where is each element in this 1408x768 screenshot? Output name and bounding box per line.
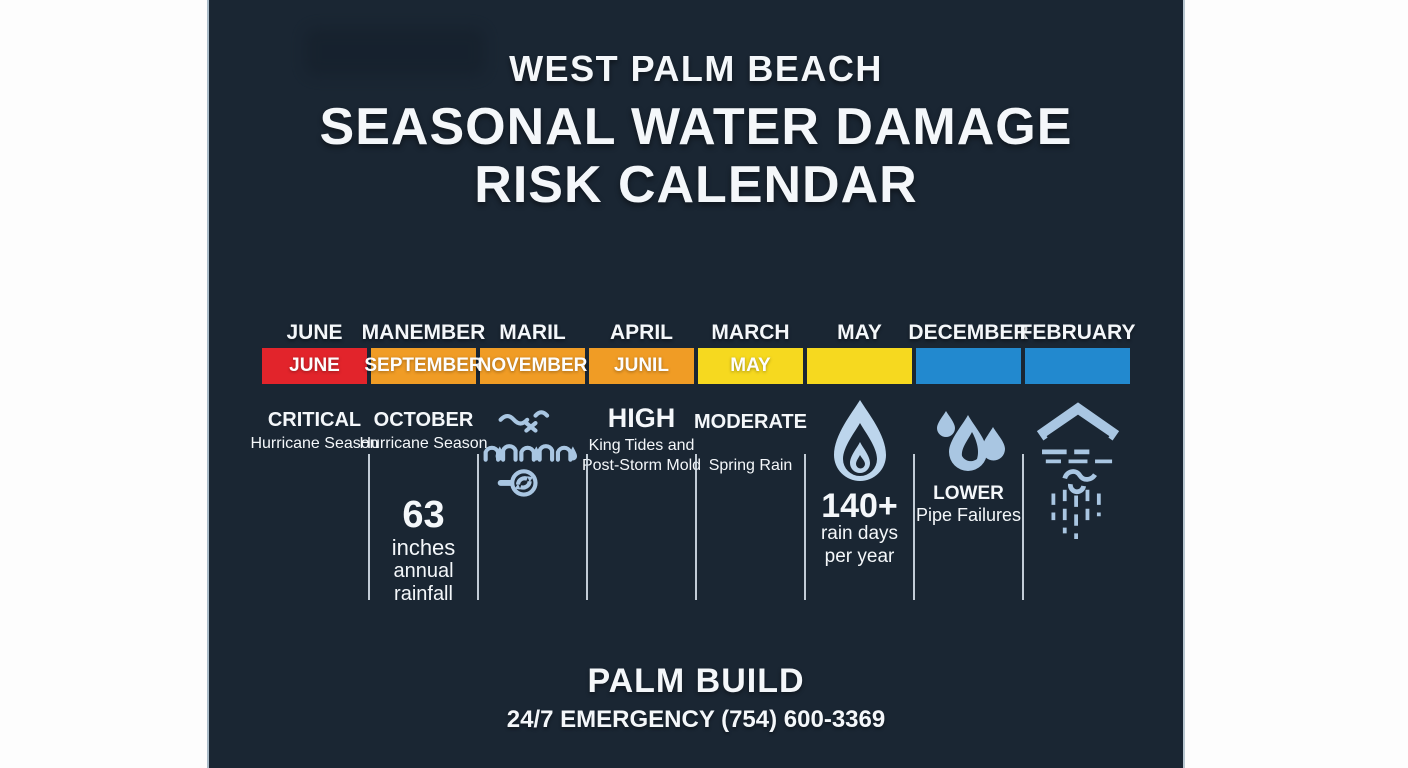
column-divider <box>913 454 915 600</box>
column-divider <box>804 454 806 600</box>
column-may-content: 140+ rain days per year <box>805 395 914 606</box>
water-drop-icon <box>833 400 886 481</box>
stat-value: 140+ <box>821 487 898 525</box>
risk-level-label: OCTOBER <box>373 409 474 431</box>
risk-desc: Hurricane Season <box>359 435 488 452</box>
title-main-line2: RISK CALENDAR <box>474 156 918 215</box>
risk-level-label: MODERATE <box>694 411 807 433</box>
month-header: MANEMBER <box>361 321 486 344</box>
column-divider <box>368 454 370 600</box>
stat-value: 63 <box>402 494 445 536</box>
column-content-row: CRITICAL Hurricane Season OCTOBER Hurric… <box>250 395 1132 605</box>
title-main-line1: SEASONAL WATER DAMAGE <box>319 98 1073 156</box>
risk-desc: Hurricane Season <box>250 435 379 452</box>
risk-bar: JUNIL <box>589 348 694 384</box>
risk-desc-line: Post-Storm Mold <box>581 457 702 474</box>
column-september-content: OCTOBER Hurricane Season 63 inches annua… <box>359 395 487 606</box>
title-location: WEST PALM BEACH <box>509 48 883 89</box>
stat-line: rainfall <box>394 582 453 605</box>
month-header: JUNE <box>286 321 343 344</box>
emergency-phone: 24/7 EMERGENCY (754) 600-3369 <box>506 706 886 733</box>
column-june-content: CRITICAL Hurricane Season <box>250 395 378 606</box>
month-header-row: JUNE MANEMBER MARIL APRIL MARCH MAY DECE… <box>260 318 1136 348</box>
risk-bar: SEPTEMBER <box>364 348 483 384</box>
month-header: DECEMBER <box>908 321 1029 344</box>
column-march-content: MODERATE Spring Rain <box>694 395 807 606</box>
stat-line: annual <box>393 559 454 582</box>
column-divider <box>695 454 697 600</box>
infographic-panel: WEST PALM BEACH SEASONAL WATER DAMAGE RI… <box>209 0 1183 768</box>
background-smudge <box>305 28 485 76</box>
risk-bar <box>807 348 912 384</box>
column-divider <box>477 454 479 600</box>
stat-line: per year <box>824 545 895 567</box>
column-april-content: HIGH King Tides and Post-Storm Mold <box>582 395 701 606</box>
column-november-content <box>478 395 587 606</box>
column-december-content: LOWER Pipe Failures <box>914 395 1023 606</box>
rainfall-stat: 63 inches annual rainfall <box>369 494 478 606</box>
risk-bar-row: JUNE SEPTEMBER NOVEMBER JUNIL MAY <box>260 348 1132 384</box>
month-header: MAY <box>837 321 882 344</box>
rain-drops-icon <box>936 411 1005 471</box>
risk-level-label: LOWER <box>933 483 1004 504</box>
risk-desc-line: King Tides and <box>588 437 695 454</box>
column-divider <box>1022 454 1024 600</box>
roof-rain-icon <box>1036 402 1119 539</box>
month-header: MARCH <box>711 321 790 344</box>
column-divider <box>586 454 588 600</box>
stat-line: rain days <box>820 523 899 544</box>
risk-bar <box>1025 348 1130 384</box>
risk-bar: MAY <box>698 348 803 384</box>
risk-desc: Spring Rain <box>708 457 793 474</box>
month-header: APRIL <box>610 321 673 344</box>
column-february-content <box>1023 395 1132 606</box>
title-block: WEST PALM BEACH SEASONAL WATER DAMAGE RI… <box>209 48 1183 214</box>
stat-unit: inches <box>391 534 456 560</box>
footer-block: PALM BUILD 24/7 EMERGENCY (754) 600-3369 <box>209 662 1183 734</box>
risk-calendar: JUNE MANEMBER MARIL APRIL MARCH MAY DECE… <box>250 318 1136 605</box>
risk-bar: NOVEMBER <box>478 348 587 384</box>
month-header: FEBRUARY <box>1019 321 1136 344</box>
risk-level-label: CRITICAL <box>267 409 362 431</box>
risk-bar <box>916 348 1021 384</box>
company-name: PALM BUILD <box>587 662 805 700</box>
month-header: MARIL <box>499 321 566 344</box>
risk-desc: Pipe Failures <box>915 505 1022 525</box>
risk-level-label: HIGH <box>607 403 676 433</box>
risk-bar: JUNE <box>262 348 367 384</box>
storm-surge-icon <box>483 410 577 497</box>
